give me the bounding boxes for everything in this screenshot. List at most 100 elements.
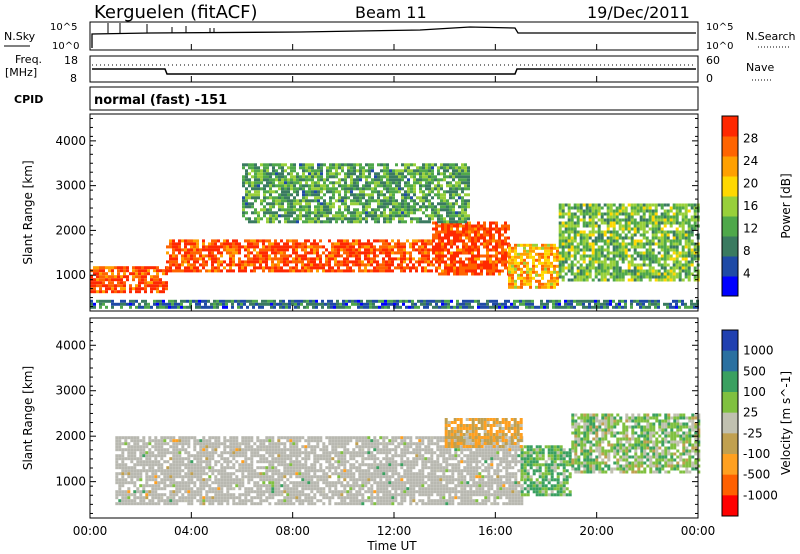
scatter-cell (377, 172, 380, 176)
scatter-cell (416, 208, 419, 212)
scatter-cell (332, 196, 335, 200)
scatter-cell (618, 206, 622, 210)
scatter-cell (550, 279, 553, 283)
scatter-cell (335, 217, 338, 221)
scatter-cell (196, 451, 200, 455)
scatter-cell (273, 305, 276, 309)
scatter-cell (121, 457, 125, 461)
scatter-cell (245, 187, 248, 191)
scatter-cell (471, 236, 474, 240)
scatter-cell (452, 196, 455, 200)
scatter-cell (241, 463, 245, 467)
scatter-cell (308, 214, 311, 218)
scatter-cell (409, 260, 412, 264)
scatter-cell (446, 175, 449, 179)
scatter-cell (99, 269, 102, 273)
scatter-cell (531, 299, 534, 303)
scatter-cell (310, 242, 313, 246)
scatter-cell (570, 224, 574, 228)
scatter-cell (223, 460, 227, 464)
scatter-cell (461, 169, 464, 173)
scatter-cell (498, 245, 501, 249)
scatter-cell (232, 457, 236, 461)
scatter-cell (342, 299, 345, 303)
scatter-cell (600, 263, 604, 267)
scatter-cell (305, 190, 308, 194)
scatter-cell (390, 299, 393, 303)
scatter-cell (645, 257, 649, 261)
scatter-cell (498, 302, 501, 306)
scatter-cell (187, 445, 191, 449)
scatter-cell (293, 196, 296, 200)
scatter-cell (99, 266, 102, 270)
scatter-cell (567, 299, 570, 303)
scatter-cell (93, 266, 96, 270)
scatter-cell (138, 284, 141, 288)
scatter-cell (115, 475, 119, 479)
scatter-cell (663, 242, 667, 246)
scatter-cell (250, 269, 253, 273)
scatter-cell (166, 472, 170, 476)
scatter-cell (130, 493, 134, 497)
scatter-cell (576, 209, 580, 213)
scatter-cell (162, 302, 165, 306)
scatter-cell (189, 305, 192, 309)
scatter-cell (263, 163, 266, 167)
scatter-cell (452, 184, 455, 188)
scatter-cell (576, 224, 580, 228)
scatter-cell (444, 299, 447, 303)
scatter-cell (615, 221, 619, 225)
scatter-cell (326, 211, 329, 215)
scatter-cell (117, 290, 120, 294)
scatter-cell (105, 272, 108, 276)
scatter-cell (133, 463, 137, 467)
scatter-cell (633, 248, 637, 252)
scatter-cell (374, 220, 377, 224)
scatter-cell (308, 202, 311, 206)
scatter-cell (184, 245, 187, 249)
scatter-cell (243, 299, 246, 303)
scatter-cell (199, 466, 203, 470)
scatter-cell (582, 305, 585, 309)
scatter-cell (127, 493, 131, 497)
scatter-cell (281, 178, 284, 182)
scatter-cell (508, 273, 511, 277)
scatter-cell (305, 181, 308, 185)
scatter-cell (441, 272, 444, 276)
scatter-cell (553, 264, 556, 268)
scatter-cell (211, 466, 215, 470)
scatter-cell (538, 282, 541, 286)
scatter-cell (504, 221, 507, 225)
scatter-cell (654, 233, 658, 237)
scatter-cell (142, 445, 146, 449)
scatter-cell (256, 251, 259, 255)
scatter-cell (368, 163, 371, 167)
scatter-cell (654, 224, 658, 228)
scatter-cell (285, 302, 288, 306)
scatter-cell (130, 448, 134, 452)
scatter-cell (226, 481, 230, 485)
scatter-cell (199, 445, 203, 449)
scatter-cell (690, 224, 694, 228)
scatter-cell (127, 454, 131, 458)
scatter-cell (248, 184, 251, 188)
scatter-cell (672, 305, 675, 309)
scatter-cell (403, 266, 406, 270)
scatter-cell (344, 199, 347, 203)
scatter-cell (226, 457, 230, 461)
scatter-cell (687, 230, 691, 234)
scatter-cell (151, 478, 155, 482)
scatter-cell (492, 245, 495, 249)
scatter-cell (345, 299, 348, 303)
scatter-cell (154, 436, 158, 440)
scatter-cell (600, 218, 604, 222)
scatter-cell (615, 263, 619, 267)
scatter-cell (332, 217, 335, 221)
scatter-cell (492, 269, 495, 273)
scatter-cell (163, 499, 167, 503)
scatter-cell (396, 302, 399, 306)
scatter-cell (260, 202, 263, 206)
scatter-cell (184, 248, 187, 252)
scatter-cell (395, 214, 398, 218)
scatter-cell (561, 233, 565, 237)
